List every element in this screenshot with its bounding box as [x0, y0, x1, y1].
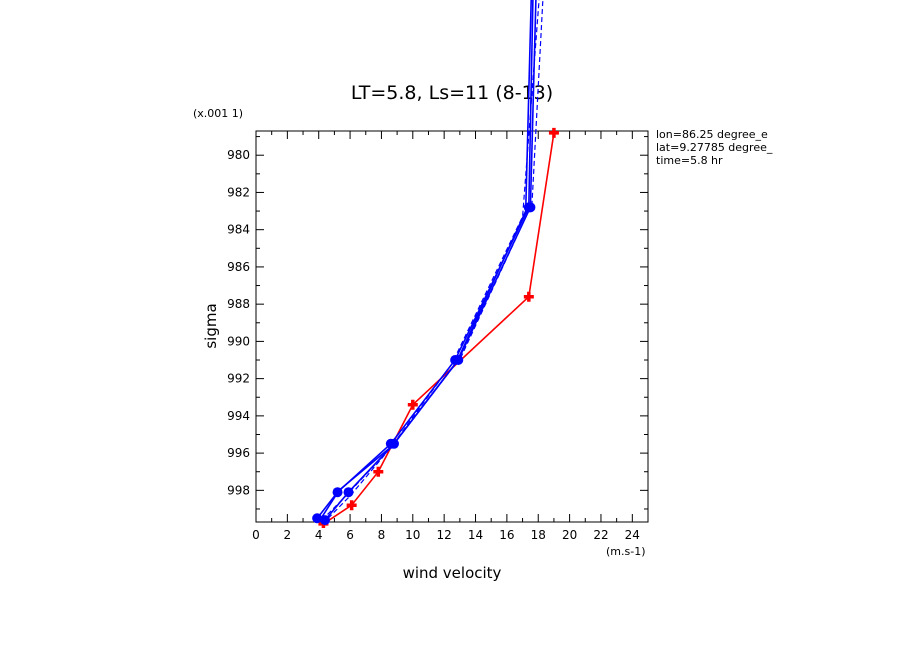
info-lon: lon=86.25 degree_e: [656, 128, 768, 141]
y-scale-label: (x.001 1): [193, 107, 243, 120]
y-tick-label: 982: [227, 185, 250, 199]
series-line: [324, 0, 537, 521]
series-line: [316, 0, 534, 519]
x-tick-label: 6: [346, 528, 354, 542]
series-line: [327, 0, 544, 519]
data-point: [319, 515, 330, 526]
y-tick-label: 992: [227, 372, 250, 386]
y-tick-label: 988: [227, 297, 250, 311]
series-layer: [312, 0, 559, 528]
data-point: [525, 202, 536, 213]
x-tick-label: 14: [468, 528, 483, 542]
x-tick-label: 12: [437, 528, 452, 542]
y-tick-label: 990: [227, 334, 250, 348]
x-tick-label: 10: [405, 528, 420, 542]
info-lat: lat=9.27785 degree_: [656, 141, 773, 154]
x-tick-label: 16: [499, 528, 514, 542]
x-axis-label: wind velocity: [403, 564, 502, 582]
x-tick-label: 22: [593, 528, 608, 542]
axis-ticks: 0 2 4 6 8 10 12 14 16 18 20 22 249809829849869889909…: [227, 131, 648, 542]
y-tick-label: 998: [227, 483, 250, 497]
x-tick-label: 24: [625, 528, 640, 542]
data-point: [407, 399, 418, 410]
y-tick-label: 996: [227, 446, 250, 460]
x-tick-label: 8: [378, 528, 386, 542]
x-tick-label: 0: [252, 528, 260, 542]
y-tick-label: 984: [227, 223, 250, 237]
series-group: [312, 0, 559, 528]
series-line: [318, 0, 532, 523]
data-point: [373, 466, 384, 477]
chart-title: LT=5.8, Ls=11 (8-13): [351, 82, 553, 104]
y-tick-label: 994: [227, 409, 250, 423]
y-tick-label: 986: [227, 260, 250, 274]
data-point: [548, 127, 559, 138]
data-point: [346, 500, 357, 511]
x-tick-label: 20: [562, 528, 577, 542]
series-line: [322, 132, 555, 525]
x-tick-label: 4: [315, 528, 323, 542]
y-tick-label: 980: [227, 148, 250, 162]
info-time: time=5.8 hr: [656, 154, 723, 167]
x-tick-label: 2: [284, 528, 292, 542]
data-point: [523, 291, 534, 302]
series-line: [321, 0, 540, 521]
y-axis-label: sigma: [202, 303, 220, 348]
x-tick-label: 18: [531, 528, 546, 542]
x-unit-label: (m.s-1): [606, 545, 646, 558]
plot-frame: [255, 130, 649, 523]
